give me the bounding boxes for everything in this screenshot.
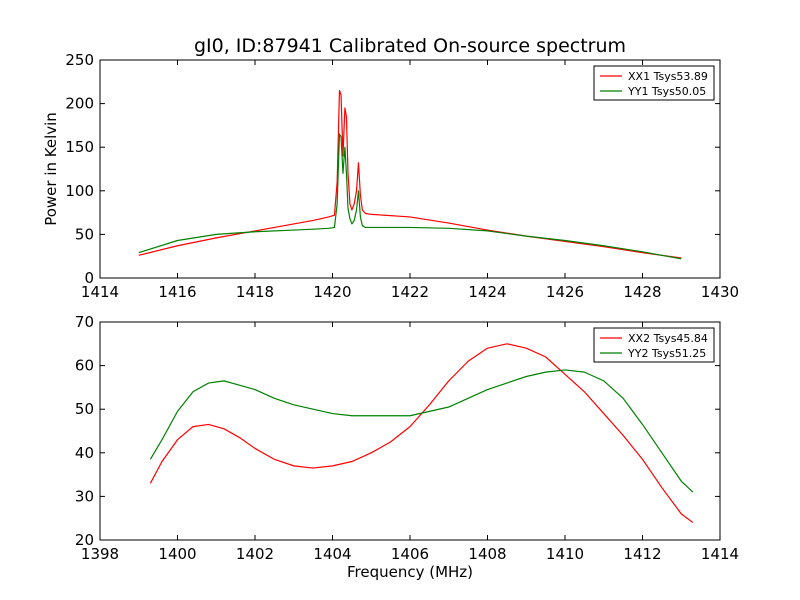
x-tick-label: 1416 [158, 283, 196, 301]
y-tick-label: 70 [75, 313, 94, 331]
y-tick-label: 0 [84, 269, 94, 287]
y-tick-label: 30 [75, 487, 94, 505]
y-tick-label: 40 [75, 444, 94, 462]
top-spectrum-panel: 1414 1416 1418 1420 1422 1424 1426 1428 1430 0 50 1… [65, 51, 739, 301]
y-tick-label: 100 [65, 182, 94, 200]
x-tick-label: 1420 [313, 283, 351, 301]
x-tick-label: 1402 [236, 545, 274, 563]
x-tick-label: 1410 [546, 545, 584, 563]
y-tick-label: 60 [75, 357, 94, 375]
x-axis-label: Frequency (MHz) [347, 563, 473, 581]
series-line-xx-panel-0 [138, 89, 682, 259]
x-tick-label: 1426 [546, 283, 584, 301]
y-tick-label: 20 [75, 531, 94, 549]
x-tick-label: 1414 [701, 545, 739, 563]
legend-label: YY2 Tsys51.25 [627, 347, 706, 360]
x-tick-label: 1398 [81, 545, 119, 563]
y-tick-label: 250 [65, 51, 94, 69]
y-tick-label: 50 [75, 400, 94, 418]
y-tick-label: 150 [65, 138, 94, 156]
legend-label: XX1 Tsys53.89 [628, 70, 708, 83]
x-tick-label: 1408 [468, 545, 506, 563]
figure-title: gI0, ID:87941 Calibrated On-source spect… [194, 35, 626, 57]
y-tick-label: 200 [65, 95, 94, 113]
series-line-yy-panel-1 [149, 369, 694, 493]
y-axis-label: Power in Kelvin [42, 112, 60, 226]
x-tick-label: 1400 [158, 545, 196, 563]
x-tick-label: 1406 [391, 545, 429, 563]
series-line-yy-panel-0 [138, 133, 682, 260]
x-tick-label: 1414 [81, 283, 119, 301]
x-tick-label: 1418 [236, 283, 274, 301]
legend-label: XX2 Tsys45.84 [628, 332, 708, 345]
x-tick-label: 1404 [313, 545, 351, 563]
x-tick-label: 1430 [701, 283, 739, 301]
y-tick-label: 50 [75, 225, 94, 243]
x-tick-label: 1424 [468, 283, 506, 301]
x-tick-label: 1422 [391, 283, 429, 301]
x-tick-label: 1428 [623, 283, 661, 301]
bottom-spectrum-panel: 1398 1400 1402 1404 1406 1408 1410 1412 1414 20 30… [75, 313, 739, 563]
legend-box [593, 327, 715, 363]
legend-box [593, 65, 715, 101]
x-tick-label: 1412 [623, 545, 661, 563]
series-line-xx-panel-1 [149, 343, 694, 524]
legend-label: YY1 Tsys50.05 [627, 85, 706, 98]
